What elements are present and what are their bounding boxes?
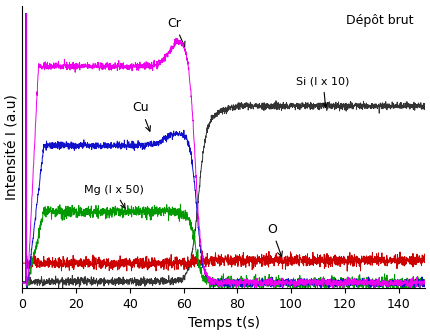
Y-axis label: Intensité I (a.u): Intensité I (a.u): [6, 94, 19, 200]
Text: Si (I x 10): Si (I x 10): [296, 77, 349, 107]
Text: Dépôt brut: Dépôt brut: [345, 14, 412, 27]
X-axis label: Temps t(s): Temps t(s): [187, 317, 259, 330]
Text: Cu: Cu: [132, 101, 150, 131]
Text: Mg (I x 50): Mg (I x 50): [84, 185, 144, 208]
Text: Cr: Cr: [167, 17, 184, 47]
Text: O: O: [266, 223, 282, 257]
